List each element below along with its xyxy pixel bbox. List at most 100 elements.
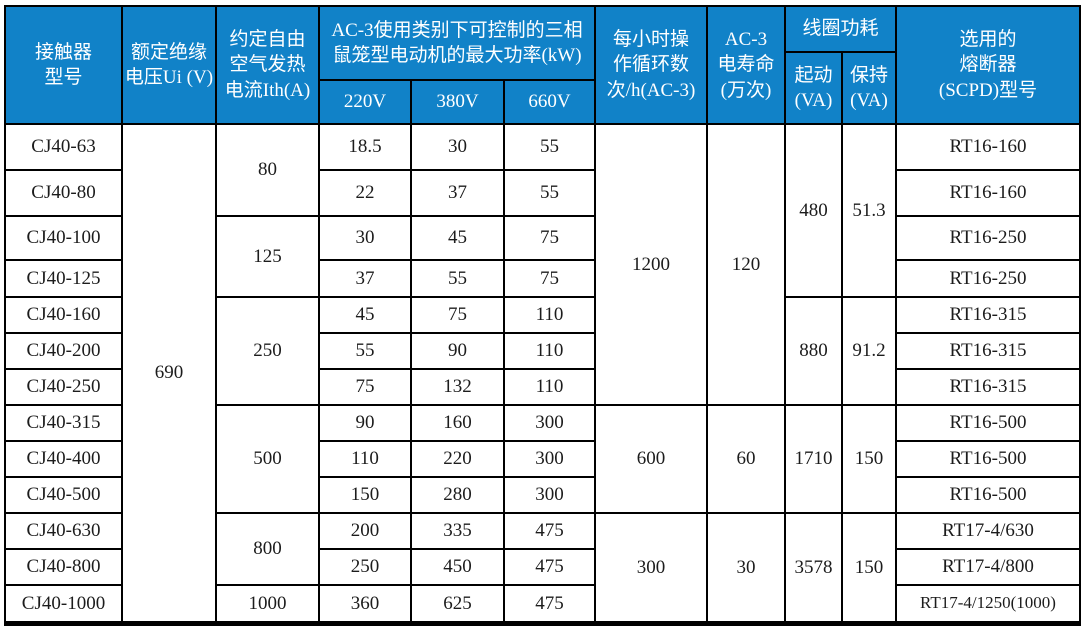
- cell-p380-11: 335: [412, 514, 503, 548]
- cell-p380-7: 132: [412, 370, 503, 404]
- cell-fuse-7: RT16-315: [897, 370, 1079, 404]
- cell-p220-6: 55: [320, 334, 410, 368]
- cell-p220-9: 110: [320, 442, 410, 476]
- cell-model-5: CJ40-160: [6, 298, 121, 332]
- cell-p380-4: 55: [412, 261, 503, 296]
- header-380v: 380V: [412, 81, 503, 123]
- cell-ith-800: 800: [217, 514, 318, 584]
- cell-p380-2: 37: [412, 171, 503, 215]
- cell-p660-1: 55: [505, 125, 594, 169]
- cell-model-7: CJ40-250: [6, 370, 121, 404]
- cell-p660-8: 300: [505, 406, 594, 440]
- cell-model-2: CJ40-80: [6, 171, 121, 215]
- header-220v: 220V: [320, 81, 410, 123]
- cell-model-3: CJ40-100: [6, 217, 121, 259]
- cell-coil-start-480: 480: [786, 125, 841, 296]
- cell-p660-13: 475: [505, 586, 594, 621]
- cell-coil-start-3578: 3578: [786, 514, 841, 621]
- cell-model-1: CJ40-63: [6, 125, 121, 169]
- cell-p660-5: 110: [505, 298, 594, 332]
- cell-p660-6: 110: [505, 334, 594, 368]
- header-fuse-type: 选用的 熔断器 (SCPD)型号: [897, 7, 1079, 123]
- cell-p380-3: 45: [412, 217, 503, 259]
- cell-model-10: CJ40-500: [6, 478, 121, 512]
- cell-coil-start-880: 880: [786, 298, 841, 404]
- cell-p220-7: 75: [320, 370, 410, 404]
- cell-fuse-13: RT17-4/1250(1000): [897, 586, 1079, 621]
- cell-p220-1: 18.5: [320, 125, 410, 169]
- cell-p380-13: 625: [412, 586, 503, 621]
- cell-cycles-600: 600: [596, 406, 706, 512]
- cell-fuse-2: RT16-160: [897, 171, 1079, 215]
- cell-ith-250: 250: [217, 298, 318, 404]
- cell-fuse-4: RT16-250: [897, 261, 1079, 296]
- cell-p380-12: 450: [412, 550, 503, 584]
- cell-p220-3: 30: [320, 217, 410, 259]
- cell-fuse-8: RT16-500: [897, 406, 1079, 440]
- cell-model-8: CJ40-315: [6, 406, 121, 440]
- cell-model-13: CJ40-1000: [6, 586, 121, 621]
- cell-fuse-11: RT17-4/630: [897, 514, 1079, 548]
- header-660v: 660V: [505, 81, 594, 123]
- cell-p220-4: 37: [320, 261, 410, 296]
- cell-cycles-1200: 1200: [596, 125, 706, 404]
- cell-p660-4: 75: [505, 261, 594, 296]
- cell-p380-6: 90: [412, 334, 503, 368]
- cell-fuse-3: RT16-250: [897, 217, 1079, 259]
- header-coil-power: 线圈功耗: [786, 7, 895, 51]
- cell-life-120: 120: [708, 125, 784, 404]
- cell-p220-8: 90: [320, 406, 410, 440]
- cell-p660-9: 300: [505, 442, 594, 476]
- cell-ith-80: 80: [217, 125, 318, 215]
- cell-model-4: CJ40-125: [6, 261, 121, 296]
- cell-fuse-5: RT16-315: [897, 298, 1079, 332]
- cell-p220-12: 250: [320, 550, 410, 584]
- cell-p380-1: 30: [412, 125, 503, 169]
- cell-coil-hold-91-2: 91.2: [843, 298, 895, 404]
- cell-coil-hold-150a: 150: [843, 406, 895, 512]
- contactor-spec-table: 接触器 型号 额定绝缘 电压Ui (V) 约定自由 空气发热 电流Ith(A) …: [4, 5, 1081, 626]
- header-insulation-voltage: 额定绝缘 电压Ui (V): [123, 7, 215, 123]
- header-coil-hold: 保持 (VA): [843, 53, 895, 123]
- cell-p220-10: 150: [320, 478, 410, 512]
- cell-fuse-9: RT16-500: [897, 442, 1079, 476]
- cell-ith-125: 125: [217, 217, 318, 296]
- cell-life-60: 60: [708, 406, 784, 512]
- cell-cycles-300: 300: [596, 514, 706, 621]
- cell-ith-1000: 1000: [217, 586, 318, 621]
- cell-p660-12: 475: [505, 550, 594, 584]
- cell-p660-3: 75: [505, 217, 594, 259]
- cell-fuse-6: RT16-315: [897, 334, 1079, 368]
- cell-fuse-1: RT16-160: [897, 125, 1079, 169]
- cell-p220-11: 200: [320, 514, 410, 548]
- cell-p380-9: 220: [412, 442, 503, 476]
- cell-fuse-12: RT17-4/800: [897, 550, 1079, 584]
- header-ac3-max-power: AC-3使用类别下可控制的三相 鼠笼型电动机的最大功率(kW): [320, 7, 594, 79]
- cell-p220-5: 45: [320, 298, 410, 332]
- cell-p380-10: 280: [412, 478, 503, 512]
- cell-fuse-10: RT16-500: [897, 478, 1079, 512]
- cell-model-9: CJ40-400: [6, 442, 121, 476]
- cell-p220-13: 360: [320, 586, 410, 621]
- cell-model-6: CJ40-200: [6, 334, 121, 368]
- header-thermal-current: 约定自由 空气发热 电流Ith(A): [217, 7, 318, 123]
- cell-coil-hold-51-3: 51.3: [843, 125, 895, 296]
- cell-p660-2: 55: [505, 171, 594, 215]
- cell-coil-start-1710: 1710: [786, 406, 841, 512]
- cell-p660-7: 110: [505, 370, 594, 404]
- header-coil-start: 起动 (VA): [786, 53, 841, 123]
- cell-model-12: CJ40-800: [6, 550, 121, 584]
- cell-p660-10: 300: [505, 478, 594, 512]
- cell-voltage-690: 690: [123, 125, 215, 621]
- cell-p380-8: 160: [412, 406, 503, 440]
- cell-coil-hold-150b: 150: [843, 514, 895, 621]
- header-electrical-life: AC-3 电寿命 (万次): [708, 7, 784, 123]
- cell-life-30: 30: [708, 514, 784, 621]
- cell-p660-11: 475: [505, 514, 594, 548]
- cell-model-11: CJ40-630: [6, 514, 121, 548]
- cell-p220-2: 22: [320, 171, 410, 215]
- cell-p380-5: 75: [412, 298, 503, 332]
- header-contactor-model: 接触器 型号: [6, 7, 121, 123]
- cell-ith-500: 500: [217, 406, 318, 512]
- header-cycles-per-hour: 每小时操 作循环数 次/h(AC-3): [596, 7, 706, 123]
